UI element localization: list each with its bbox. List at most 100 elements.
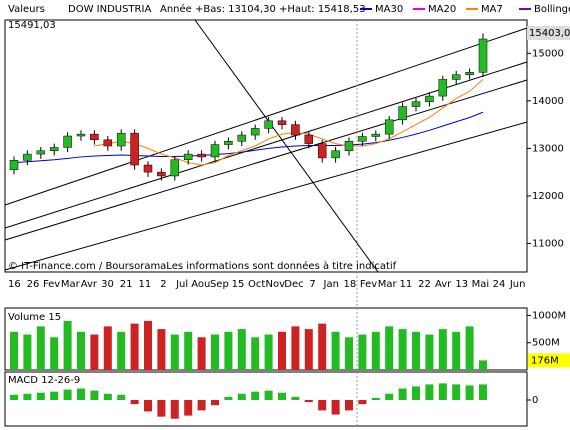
scale-top: 15491,03 [8,20,56,31]
bar [224,331,233,370]
bar [130,400,139,405]
bar [278,331,286,370]
bar [211,400,219,406]
bar [358,400,367,405]
bar [63,389,72,400]
header-section: Valeurs [8,4,45,15]
bar [465,385,474,400]
candle-body [224,140,233,145]
candle-body [478,38,488,73]
bar [23,334,32,370]
bar [10,394,18,400]
watermark: © IT-Finance.com / BoursoramaLes informa… [8,260,397,272]
bar [50,391,59,400]
bar [130,323,139,370]
main-frame [4,19,528,273]
bar [36,326,45,370]
value-tag [528,353,570,368]
value-label: 176M [531,355,559,366]
bar [345,400,353,411]
x-tick-label: Avr [435,279,452,290]
bar [237,329,246,370]
x-tick-label: 13 [455,279,468,290]
bar [251,391,260,400]
candle-body [331,150,340,159]
x-tick-label: 15 [232,279,245,290]
x-tick-label: Mar [378,279,398,290]
candle-body [411,101,421,107]
bar [264,390,273,400]
last-price: 15403,01 [529,28,570,39]
x-tick-label: Jul [175,279,188,290]
candle-body [304,134,314,144]
header-name: DOW INDUSTRIA [68,4,151,15]
candle-body [465,72,474,75]
bar [63,320,72,370]
x-tick-label: 18 [344,279,357,290]
x-tick-label: Sep [210,279,229,290]
bar [77,388,85,400]
candle-body [23,153,32,161]
candle-body [49,147,59,152]
bar [318,323,327,370]
candle-body [143,164,153,173]
bar [251,337,260,370]
x-tick-label: Jun [509,279,526,290]
y-tick-label: 15000 [532,48,564,59]
x-tick-label: Mai [472,279,490,290]
bar [103,326,112,370]
bar [438,329,447,370]
candle-body [197,153,206,158]
ma-line [13,111,484,164]
bar [452,384,461,400]
y-tick-label: 13000 [532,143,564,154]
bar [117,331,126,370]
legend-label: MA30 [375,4,403,15]
x-tick-label: 7 [309,279,315,290]
bar [184,400,193,416]
trend-line [4,121,528,271]
candle-body [237,134,247,142]
y-tick-label: 12000 [532,191,564,202]
legend-label: MA20 [428,4,456,15]
bar [157,400,166,417]
candle-body [210,144,220,158]
x-tick-label: Oct [248,279,265,290]
price-tag [527,26,570,40]
bar [117,394,126,400]
bar [412,331,420,370]
x-tick-label: Fev [43,279,60,290]
x-tick-label: 2 [160,279,166,290]
bar [90,334,99,370]
y-tick-label: 0 [532,395,538,406]
candle-body [9,160,19,171]
x-tick-label: 30 [101,279,114,290]
candle-body [277,120,287,125]
candle-body [183,153,193,161]
x-tick-label: 16 [8,279,21,290]
candle-body [36,150,46,155]
bar [345,337,353,370]
y-tick-label: 11000 [532,238,564,249]
bar [278,392,286,400]
candle-body [90,133,99,141]
candle-body [425,95,434,103]
volume-title: Volume 15 [8,312,61,323]
bar [50,337,59,370]
trend-line [194,19,379,273]
bar [237,393,246,400]
candle-body [344,140,354,152]
trend-line [4,27,528,206]
candle-body [358,136,367,142]
bar [291,396,300,400]
bar [304,329,313,370]
bar [385,393,394,400]
bar [144,320,152,370]
candle-body [384,119,394,135]
legend-swatch [413,8,425,10]
x-tick-label: Avr [81,279,98,290]
legend-label: Bollinge [534,4,570,15]
bar [318,400,327,411]
bar [211,334,219,370]
bar [371,331,380,370]
